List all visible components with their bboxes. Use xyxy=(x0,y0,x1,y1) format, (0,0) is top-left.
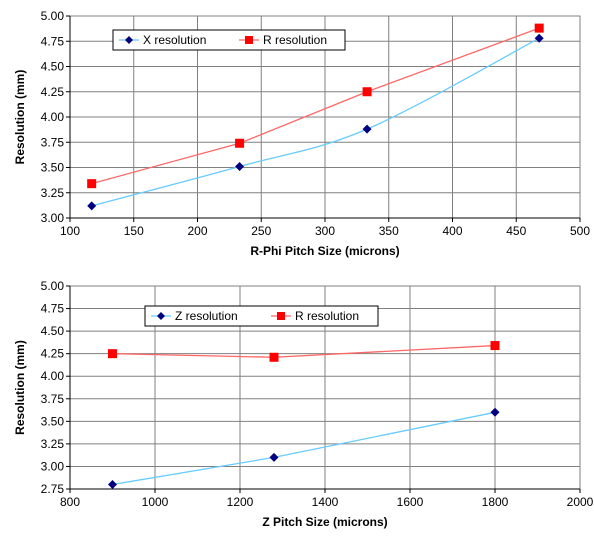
data-point-diamond xyxy=(235,161,245,171)
x-tick-label: 450 xyxy=(506,224,526,238)
legend-label: Z resolution xyxy=(175,309,238,323)
y-tick-label: 5.00 xyxy=(41,9,65,23)
x-tick-label: 800 xyxy=(60,495,80,509)
y-tick-label: 3.25 xyxy=(41,186,65,200)
y-tick-label: 4.00 xyxy=(41,110,65,124)
x-tick-label: 1000 xyxy=(142,495,169,509)
x-tick-label: 500 xyxy=(570,224,590,238)
y-tick-label: 3.75 xyxy=(41,392,65,406)
y-tick-label: 4.25 xyxy=(41,347,65,361)
x-tick-label: 2000 xyxy=(567,495,594,509)
x-tick-label: 250 xyxy=(251,224,271,238)
y-tick-label: 5.00 xyxy=(41,279,65,293)
y-tick-label: 4.75 xyxy=(41,302,65,316)
x-tick-label: 200 xyxy=(187,224,207,238)
y-tick-label: 4.00 xyxy=(41,369,65,383)
legend-label: R resolution xyxy=(263,33,327,47)
chart-z-resolution: 2.75 3.00 3.25 3.50 3.75 4.00 4.25 4.50 4.75 5.00… xyxy=(13,279,594,529)
y-tick-label: 3.50 xyxy=(41,161,65,175)
y-tick-label: 4.75 xyxy=(41,34,65,48)
data-point-square xyxy=(235,138,245,148)
data-point-square xyxy=(534,23,544,33)
x-tick-label: 1600 xyxy=(397,495,424,509)
data-point-diamond xyxy=(108,479,117,489)
data-point-diamond xyxy=(490,407,500,417)
legend-marker-diamond xyxy=(125,36,133,44)
x-tick-label: 100 xyxy=(60,224,80,238)
chart-rphi-resolution: 3.00 3.25 3.50 3.75 4.00 4.25 4.50 4.75 5.00 100 1… xyxy=(13,9,590,258)
x-tick-label: 1400 xyxy=(312,495,339,509)
legend-box xyxy=(144,305,379,327)
data-point-square xyxy=(269,352,279,362)
legend-box xyxy=(112,29,346,51)
x-axis-title: Z Pitch Size (microns) xyxy=(262,515,387,529)
data-point-square xyxy=(108,349,117,359)
legend-marker-diamond xyxy=(157,312,165,320)
y-axis-title: Resolution (mm) xyxy=(13,70,27,165)
legend-marker-square xyxy=(277,312,285,320)
x-tick-label: 1800 xyxy=(482,495,509,509)
data-point-square xyxy=(362,87,372,97)
y-tick-label: 4.50 xyxy=(41,324,65,338)
y-axis-title: Resolution (mm) xyxy=(13,340,27,435)
data-point-diamond xyxy=(534,33,544,43)
x-tick-label: 350 xyxy=(379,224,399,238)
y-tick-label: 2.75 xyxy=(41,482,65,496)
legend-marker-square xyxy=(245,36,253,44)
x-tick-label: 150 xyxy=(124,224,144,238)
y-tick-label: 4.50 xyxy=(41,60,65,74)
data-point-diamond xyxy=(87,201,97,211)
series-line-primary xyxy=(91,37,540,207)
data-point-square xyxy=(87,179,97,189)
y-tick-label: 4.25 xyxy=(41,85,65,99)
series-line-secondary xyxy=(91,27,540,185)
data-point-diamond xyxy=(362,124,372,134)
x-tick-label: 300 xyxy=(315,224,335,238)
data-point-square xyxy=(490,341,500,351)
x-tick-label: 1200 xyxy=(227,495,254,509)
x-tick-label: 400 xyxy=(442,224,462,238)
legend-label: R resolution xyxy=(295,309,359,323)
data-point-diamond xyxy=(269,452,279,462)
x-axis-title: R-Phi Pitch Size (microns) xyxy=(250,244,399,258)
y-tick-label: 3.25 xyxy=(41,437,65,451)
y-tick-label: 3.75 xyxy=(41,135,65,149)
y-tick-label: 3.50 xyxy=(41,414,65,428)
y-tick-label: 3.00 xyxy=(41,211,65,225)
legend-label: X resolution xyxy=(143,33,206,47)
y-tick-label: 3.00 xyxy=(41,459,65,473)
